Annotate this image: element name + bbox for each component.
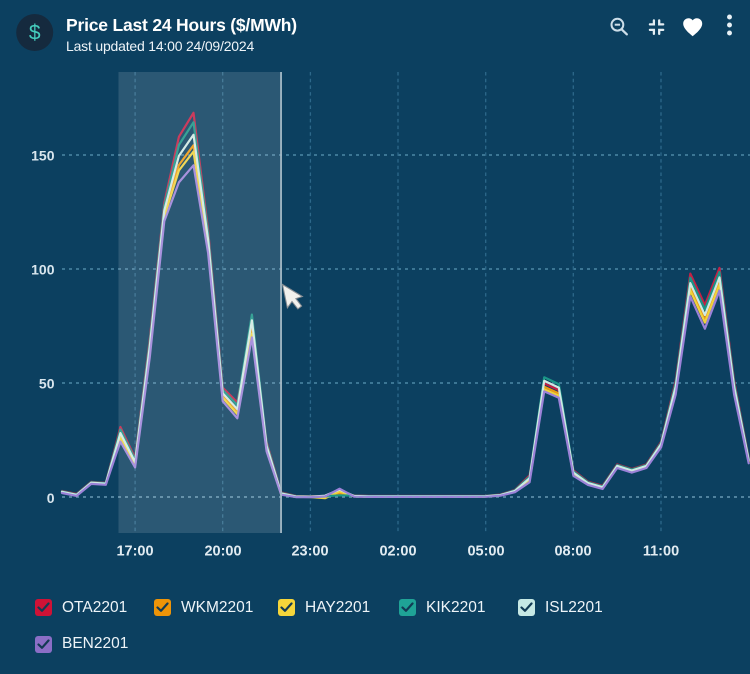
- svg-text:$: $: [29, 22, 41, 45]
- svg-text:02:00: 02:00: [379, 544, 416, 560]
- svg-text:100: 100: [31, 262, 55, 278]
- svg-text:11:00: 11:00: [643, 544, 679, 560]
- svg-text:17:00: 17:00: [116, 544, 153, 560]
- svg-text:0: 0: [47, 490, 55, 506]
- svg-text:150: 150: [31, 148, 55, 164]
- svg-text:20:00: 20:00: [204, 544, 241, 560]
- svg-text:08:00: 08:00: [554, 544, 591, 560]
- svg-text:50: 50: [39, 376, 55, 392]
- svg-text:23:00: 23:00: [291, 544, 328, 560]
- svg-text:05:00: 05:00: [467, 544, 504, 560]
